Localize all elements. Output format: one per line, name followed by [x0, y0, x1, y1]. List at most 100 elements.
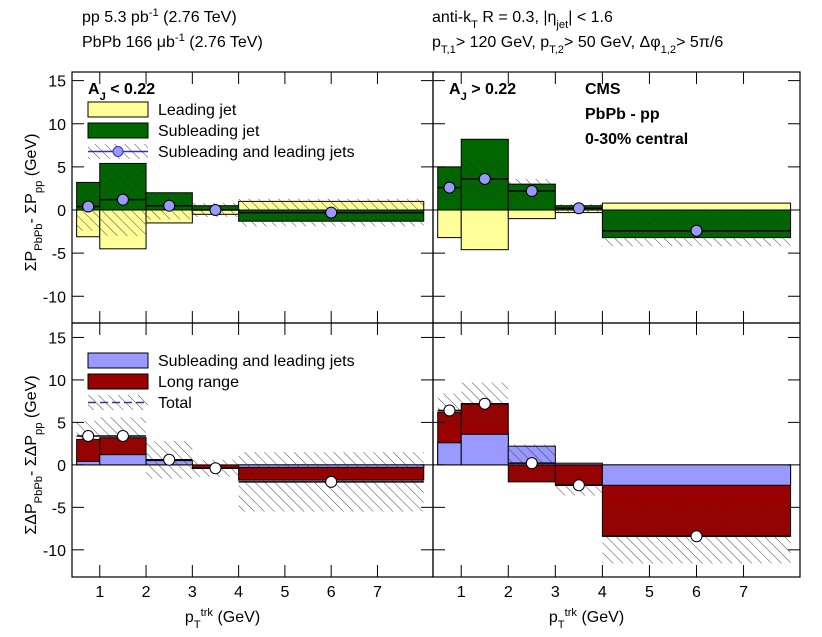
x-tick-label: 2 — [504, 584, 513, 601]
panel-label: AJ > 0.22 — [449, 81, 516, 103]
data-point — [690, 530, 703, 543]
y-tick-label: -5 — [52, 500, 66, 517]
x-tick-label: 2 — [142, 584, 151, 601]
header-right-part: T,2 — [549, 44, 564, 56]
hist-bar — [99, 454, 147, 466]
y-tick-label: 0 — [57, 458, 66, 475]
y-tick-label: -10 — [43, 543, 66, 560]
data-point — [525, 457, 538, 470]
header-left-part: PbPb 166 μb — [82, 34, 175, 51]
data-point — [443, 404, 456, 417]
panel-label-part: < 0.22 — [106, 81, 155, 98]
data-point — [116, 193, 129, 206]
annotation: PbPb - pp — [585, 106, 660, 123]
legend-label: Total — [158, 395, 192, 412]
x-tick-label: 1 — [457, 584, 466, 601]
header-right-part: jet — [555, 19, 569, 31]
panel-label-part: > 0.22 — [467, 81, 516, 98]
data-point — [163, 199, 176, 212]
y-tick-label: -5 — [52, 246, 66, 263]
data-point — [443, 181, 456, 194]
y-tick-label: 10 — [48, 117, 66, 134]
data-point — [209, 462, 222, 475]
header-left: PbPb 166 μb-1 (2.76 TeV) — [82, 32, 263, 51]
legend-swatch — [87, 101, 149, 118]
legend-label: Subleading and leading jets — [158, 144, 355, 161]
x-axis-label-part: T — [194, 619, 201, 631]
data-point — [572, 479, 585, 492]
legend-swatch — [87, 122, 149, 139]
y-axis-label-part: (GeV) — [23, 134, 40, 181]
data-point — [82, 429, 95, 442]
header-right-part: R = 0.3, |η — [478, 9, 556, 26]
y-axis-label-part: pp — [33, 181, 45, 193]
data-point — [82, 200, 95, 213]
header-left-part: -1 — [149, 7, 159, 19]
y-axis-label-part: pp — [33, 423, 45, 435]
x-axis-label-part: T — [558, 619, 565, 631]
hist-bar — [460, 209, 509, 251]
legend-label: Leading jet — [158, 102, 237, 119]
header-right-part: > 5π/6 — [676, 34, 723, 51]
header-right-part: 1,2 — [661, 44, 677, 56]
data-point — [525, 185, 538, 198]
panel-label-part: A — [88, 81, 100, 98]
x-axis-label-part: trk — [201, 607, 214, 619]
data-point — [116, 429, 129, 442]
legend-swatch — [87, 373, 149, 390]
hist-bar — [460, 433, 509, 466]
y-axis-label-part: PbPb — [33, 223, 45, 250]
header-left: pp 5.3 pb-1 (2.76 TeV) — [82, 7, 237, 26]
data-point — [325, 206, 338, 219]
data-point — [572, 202, 585, 215]
x-axis-label: pTtrk (GeV) — [549, 607, 624, 631]
y-axis-label-part: - ΣP — [23, 193, 40, 223]
x-axis-label-part: p — [549, 609, 558, 626]
x-tick-label: 7 — [739, 584, 748, 601]
x-tick-label: 7 — [373, 584, 382, 601]
x-tick-label: 5 — [280, 584, 289, 601]
legend-label: Long range — [158, 374, 239, 391]
x-tick-label: 6 — [692, 584, 701, 601]
data-point — [690, 224, 703, 237]
y-axis-label-part: ΣΔP — [23, 503, 40, 534]
hist-bar — [507, 209, 556, 220]
header-right-part: T,1 — [441, 44, 456, 56]
data-point — [478, 172, 491, 185]
y-tick-label: 10 — [48, 373, 66, 390]
data-point — [325, 475, 338, 488]
legend-label: Subleading and leading jets — [158, 353, 355, 370]
header-right-part: T — [471, 19, 478, 31]
header-left-part: pp 5.3 pb — [82, 9, 149, 26]
y-axis-label-part: (GeV) — [23, 375, 40, 422]
header-right: pT,1> 120 GeV, pT,2> 50 GeV, Δφ1,2> 5π/6 — [432, 34, 723, 56]
x-axis-label-part: (GeV) — [213, 609, 260, 626]
x-axis-label-part: p — [185, 609, 194, 626]
hist-bar — [437, 209, 462, 239]
header-right-part: > 120 GeV, p — [456, 34, 549, 51]
hist-bar — [554, 462, 603, 466]
x-tick-label: 6 — [327, 584, 336, 601]
x-tick-label: 3 — [188, 584, 197, 601]
hist-bar — [601, 464, 792, 486]
header-right-part: anti-k — [432, 9, 472, 26]
header-right-part: | < 1.6 — [568, 9, 613, 26]
y-tick-label: 5 — [57, 415, 66, 432]
y-axis-label-part: - ΣΔP — [23, 435, 40, 476]
y-tick-label: 0 — [57, 203, 66, 220]
hist-bar — [76, 460, 101, 466]
y-tick-label: 15 — [48, 74, 66, 91]
legend-swatch — [87, 352, 149, 369]
header-right-part: p — [432, 34, 441, 51]
y-axis-label: ΣPPbPb- ΣPpp (GeV) — [23, 134, 45, 272]
y-axis-label-part: PbPb — [33, 476, 45, 503]
header-right: anti-kT R = 0.3, |ηjet| < 1.6 — [432, 9, 613, 31]
x-tick-label: 3 — [551, 584, 560, 601]
header-left-part: (2.76 TeV) — [185, 34, 263, 51]
hist-bar — [437, 442, 462, 466]
data-point — [163, 453, 176, 466]
legend-marker — [112, 146, 124, 157]
y-axis-label: ΣΔPPbPb- ΣΔPpp (GeV) — [23, 375, 45, 534]
legend-label: Subleading jet — [158, 123, 260, 140]
